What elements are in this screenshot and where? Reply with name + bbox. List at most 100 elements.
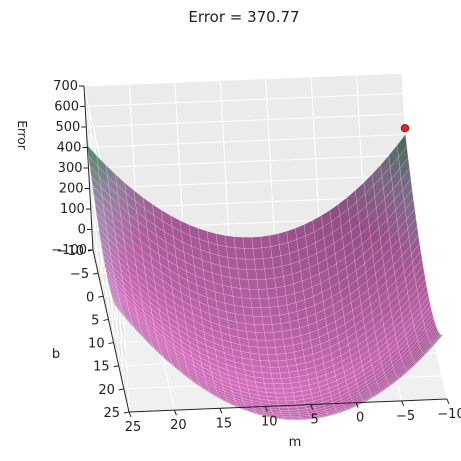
surface-patch: [251, 299, 261, 308]
y-tick-mark: [103, 319, 108, 320]
current-error-point: [401, 124, 409, 132]
surface-patch: [262, 373, 272, 379]
surface-patch: [272, 323, 282, 332]
surface-patch: [257, 340, 267, 348]
surface-patch: [259, 354, 269, 361]
surface-patch: [253, 248, 263, 259]
x-tick-label: 0: [356, 411, 364, 426]
y-tick-label: 15: [93, 360, 110, 375]
surface-patch: [263, 324, 273, 332]
surface-patch: [266, 340, 276, 348]
z-tick-label: 400: [57, 141, 82, 156]
surface-patch: [249, 346, 259, 354]
surface-patch: [260, 361, 270, 368]
x-tick-mark: [174, 410, 176, 415]
surface-patch: [253, 316, 263, 325]
surface-patch: [241, 288, 251, 298]
surface-patch: [279, 366, 289, 373]
surface-patch: [264, 332, 274, 340]
surface-patch: [273, 384, 283, 389]
x-tick-mark: [447, 399, 449, 404]
surface-patch: [238, 269, 248, 280]
surface-patch: [268, 297, 278, 307]
surface-patch: [234, 237, 244, 249]
x-tick-mark: [220, 408, 222, 413]
z-tick-label: 200: [59, 182, 84, 197]
surface-patch: [263, 258, 273, 270]
z-tick-label: 600: [54, 100, 79, 115]
surface-patch: [247, 270, 257, 280]
surface-patch: [269, 361, 279, 367]
surface-patch: [232, 287, 242, 298]
y-tick-mark: [109, 343, 114, 344]
surface-patch: [247, 331, 257, 340]
x-tick-mark: [129, 412, 131, 417]
surface-patch: [277, 401, 287, 405]
chart-title: Error = 370.77: [188, 8, 299, 26]
z-tick-label: 100: [60, 202, 85, 217]
surface-patch: [242, 298, 252, 308]
surface-patch: [280, 314, 290, 324]
x-axis-label: m: [289, 435, 302, 450]
surface-patch: [277, 353, 287, 360]
surface-patch: [265, 268, 275, 279]
surface-patch: [261, 307, 271, 316]
z-axis-label: Error: [15, 120, 29, 149]
x-tick-mark: [402, 401, 404, 406]
surface-patch: [266, 278, 276, 289]
z-tick-label: 0: [78, 223, 86, 238]
surface-patch: [228, 257, 238, 269]
surface-patch: [258, 289, 268, 299]
surface-patch: [272, 379, 282, 384]
y-axis-label: b: [52, 347, 60, 362]
x-tick-label: −5: [396, 409, 415, 424]
surface-patch: [271, 315, 281, 324]
surface-patch: [248, 280, 258, 290]
surface-patch: [261, 236, 271, 248]
surface-patch: [252, 237, 262, 249]
surface-patch: [273, 331, 283, 340]
surface-patch: [276, 286, 286, 297]
y-tick-mark: [119, 389, 124, 390]
surface-patch: [244, 315, 254, 324]
surface-patch: [281, 378, 291, 384]
surface-patch: [276, 397, 286, 401]
y-tick-mark: [93, 273, 98, 274]
surface-patch: [252, 308, 262, 317]
x-tick-label: 10: [261, 414, 278, 429]
surface-patch: [274, 339, 284, 347]
surface-patch: [263, 378, 273, 384]
surface-patch: [239, 279, 249, 289]
surface-patch: [270, 306, 280, 316]
surface-patch: [280, 372, 290, 378]
surface-patch: [275, 393, 285, 397]
surface-patch: [285, 397, 295, 401]
surface-patch: [277, 296, 287, 307]
y-tick-mark: [98, 296, 103, 297]
surface-patch: [267, 347, 277, 354]
surface-patch: [276, 346, 286, 354]
surface-patch: [274, 389, 284, 394]
z-tick-label: 500: [55, 120, 80, 135]
surface-patch: [267, 288, 277, 298]
surface-patch: [282, 383, 292, 389]
z-tick-label: 300: [58, 161, 83, 176]
surface-patch: [262, 316, 272, 325]
surface-patch: [271, 373, 281, 379]
y-tick-label: 5: [91, 313, 99, 328]
surface-patch: [246, 324, 256, 333]
y-tick-label: 0: [86, 290, 94, 305]
surface-patch: [278, 360, 288, 367]
surface-patch: [256, 332, 266, 340]
surface-patch: [254, 259, 264, 270]
surface-patch: [230, 277, 240, 288]
surface-patch: [258, 347, 268, 354]
surface-patch: [226, 247, 236, 259]
surface-patch: [273, 266, 283, 278]
y-tick-label: 10: [88, 337, 105, 352]
surface-patch: [237, 258, 247, 269]
surface-patch: [256, 269, 266, 280]
x-tick-label: 25: [125, 420, 142, 435]
